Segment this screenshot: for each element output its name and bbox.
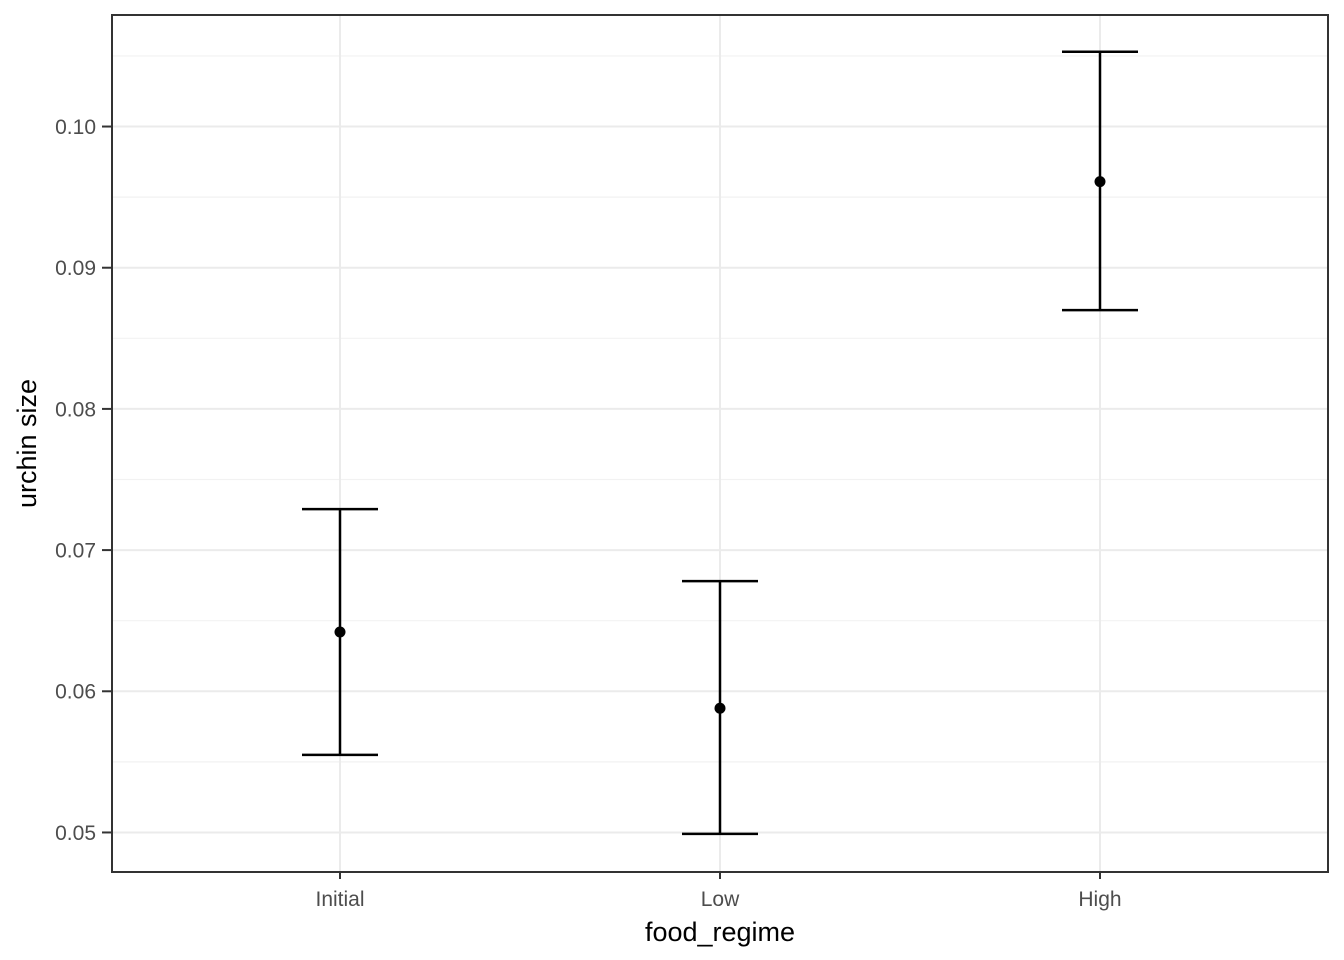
y-tick-label: 0.07 (55, 539, 96, 562)
y-tick-label: 0.09 (55, 257, 96, 280)
point-initial (334, 626, 346, 638)
x-tick-label-low: Low (701, 888, 740, 911)
y-tick-label: 0.08 (55, 398, 96, 421)
y-tick-label: 0.06 (55, 681, 96, 704)
x-tick-label-initial: Initial (315, 888, 364, 911)
axis-layer: 0.05 0.06 0.07 0.08 0.09 0.10 Initial Low High (55, 116, 1121, 911)
point-high (1094, 176, 1106, 188)
x-axis-title: food_regime (645, 917, 795, 947)
point-low (714, 702, 726, 714)
x-tick-label-high: High (1078, 888, 1121, 911)
y-tick-label: 0.05 (55, 822, 96, 845)
y-tick-label: 0.10 (55, 116, 96, 139)
data-layer (302, 50, 1138, 836)
y-axis-title: urchin size (12, 379, 42, 508)
